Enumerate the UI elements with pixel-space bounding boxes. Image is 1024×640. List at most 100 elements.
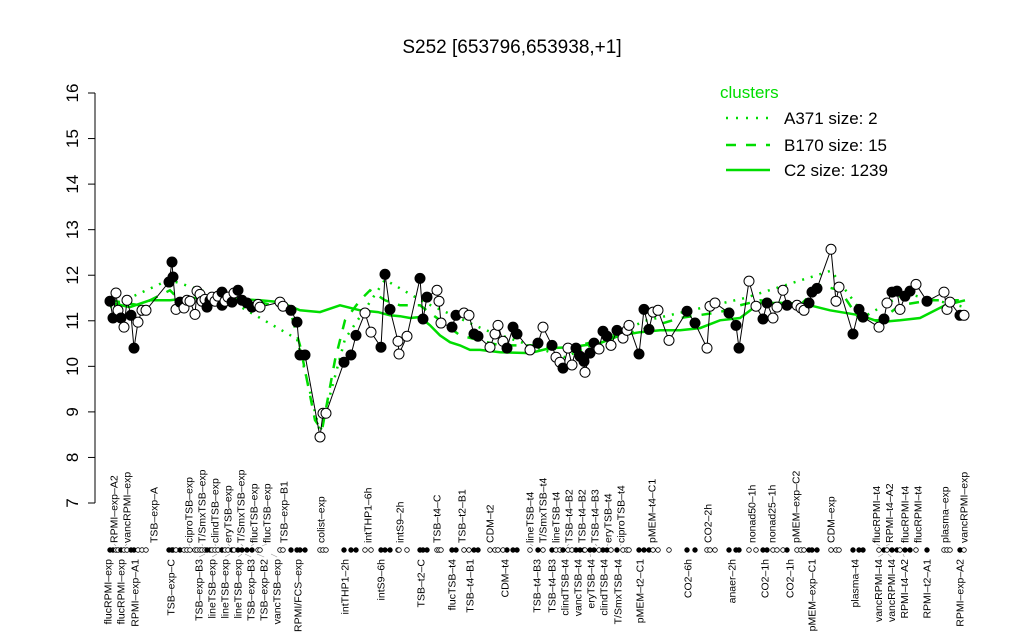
rug-mark bbox=[774, 547, 780, 553]
x-label-leader bbox=[214, 543, 217, 547]
x-label-top: TSB–t2–B1 bbox=[457, 489, 469, 543]
x-label-top: RPMI–t4–A2 bbox=[884, 483, 896, 543]
rug-mark bbox=[850, 547, 856, 553]
x-label-bottom: intTHP1–2h bbox=[340, 559, 352, 615]
x-label-top: T/SmxTSB–t4 bbox=[538, 477, 550, 543]
data-point bbox=[350, 329, 362, 341]
data-point bbox=[291, 316, 303, 328]
rug-mark bbox=[614, 547, 620, 553]
rug-mark bbox=[707, 547, 713, 553]
data-point bbox=[663, 334, 675, 346]
x-label-bottom: lineTSB–exp bbox=[220, 559, 232, 619]
rug-mark bbox=[582, 547, 588, 553]
rug-mark bbox=[876, 547, 882, 553]
x-label-bottom: TSB–t4–B3 bbox=[532, 559, 544, 613]
x-label-leader bbox=[201, 543, 204, 547]
data-point bbox=[681, 305, 693, 317]
data-point bbox=[359, 307, 371, 319]
data-point bbox=[894, 303, 906, 315]
x-label-leader bbox=[902, 553, 905, 558]
x-label-top: TSB–t4–C bbox=[432, 494, 444, 543]
data-point bbox=[623, 319, 635, 331]
x-label-bottom: intS9–6h bbox=[376, 559, 388, 601]
data-point bbox=[546, 339, 558, 351]
x-label-bottom: flucTSB–t4 bbox=[447, 559, 459, 611]
data-point bbox=[414, 272, 426, 284]
data-point bbox=[743, 275, 755, 287]
x-label-bottom: RPMI–exp–A2 bbox=[955, 559, 967, 627]
rug-mark bbox=[784, 547, 790, 553]
x-label-top: CDM–t2 bbox=[485, 504, 497, 543]
x-label-bottom: T/SmxTSB–t4 bbox=[613, 559, 625, 625]
rug-mark bbox=[540, 547, 546, 553]
x-label-top: intS9–2h bbox=[395, 501, 407, 543]
data-point bbox=[730, 319, 742, 331]
x-label-top: clindTSB–exp bbox=[209, 478, 221, 543]
rug-mark bbox=[961, 547, 967, 553]
rug-mark bbox=[280, 547, 286, 553]
data-point bbox=[757, 313, 769, 325]
x-label-top: flucRPMI–t4 bbox=[871, 486, 883, 543]
data-point bbox=[803, 297, 815, 309]
data-point bbox=[781, 299, 793, 311]
rug-mark bbox=[947, 547, 953, 553]
x-label-bottom: RPMI–exp–A1 bbox=[130, 559, 142, 627]
x-label-leader bbox=[113, 543, 117, 547]
rug-mark bbox=[666, 547, 672, 553]
rug-mark bbox=[453, 547, 459, 553]
x-label-bottom: anaer–2h bbox=[727, 559, 739, 604]
data-point bbox=[566, 359, 578, 371]
data-point bbox=[384, 303, 396, 315]
x-label-top: nonad50–1h bbox=[747, 484, 759, 543]
legend-label-c2: C2 size: 1239 bbox=[784, 161, 888, 180]
x-label-leader bbox=[211, 553, 218, 558]
rug-mark bbox=[302, 547, 308, 553]
y-tick-label: 16 bbox=[63, 84, 82, 103]
legend-title: clusters bbox=[720, 83, 779, 102]
x-label-bottom: vancTSB–t4 bbox=[572, 559, 584, 616]
data-point bbox=[767, 312, 779, 324]
x-label-bottom: CO2–6h bbox=[683, 559, 695, 598]
x-label-bottom: flucRPMI–exp bbox=[116, 559, 128, 625]
rug-mark bbox=[244, 547, 250, 553]
y-tick-label: 7 bbox=[63, 498, 82, 507]
data-point bbox=[652, 304, 664, 316]
x-label-leader bbox=[227, 543, 231, 547]
data-point bbox=[643, 323, 655, 335]
data-point bbox=[392, 335, 404, 347]
x-label-leader bbox=[240, 543, 244, 547]
data-point bbox=[140, 304, 152, 316]
y-tick-label: 12 bbox=[63, 266, 82, 285]
data-point bbox=[320, 407, 332, 419]
y-tick-label: 10 bbox=[63, 357, 82, 376]
x-label-bottom: RPMI–t4–A2 bbox=[899, 559, 911, 619]
data-point bbox=[338, 356, 350, 368]
data-point bbox=[723, 307, 735, 319]
data-point bbox=[771, 301, 783, 313]
data-point bbox=[910, 278, 922, 290]
data-point bbox=[532, 337, 544, 349]
data-point bbox=[401, 330, 413, 342]
x-label-bottom: CDM–t4 bbox=[500, 559, 512, 598]
data-point bbox=[689, 317, 701, 329]
data-point bbox=[421, 291, 433, 303]
x-label-bottom: TSB–exp–B2 bbox=[259, 559, 271, 621]
data-point bbox=[709, 297, 721, 309]
rug-mark bbox=[924, 547, 930, 553]
data-point bbox=[557, 362, 569, 374]
rug-mark bbox=[341, 547, 347, 553]
rug-mark bbox=[641, 547, 647, 553]
x-label-leader bbox=[237, 553, 243, 558]
data-point bbox=[891, 285, 903, 297]
x-label-bottom: lineTSB–exp bbox=[207, 559, 219, 619]
y-tick-label: 8 bbox=[63, 453, 82, 462]
y-tick-label: 15 bbox=[63, 129, 82, 148]
rug-mark bbox=[323, 547, 329, 553]
rug-mark bbox=[753, 547, 759, 553]
x-label-top: ciproTSB–t4 bbox=[616, 485, 628, 543]
x-label-bottom: TSB–exp–B3 bbox=[194, 559, 206, 621]
x-label-leader bbox=[224, 553, 231, 558]
data-point bbox=[132, 316, 144, 328]
x-label-bottom: vancTSB–exp bbox=[272, 559, 284, 625]
data-point bbox=[125, 309, 137, 321]
